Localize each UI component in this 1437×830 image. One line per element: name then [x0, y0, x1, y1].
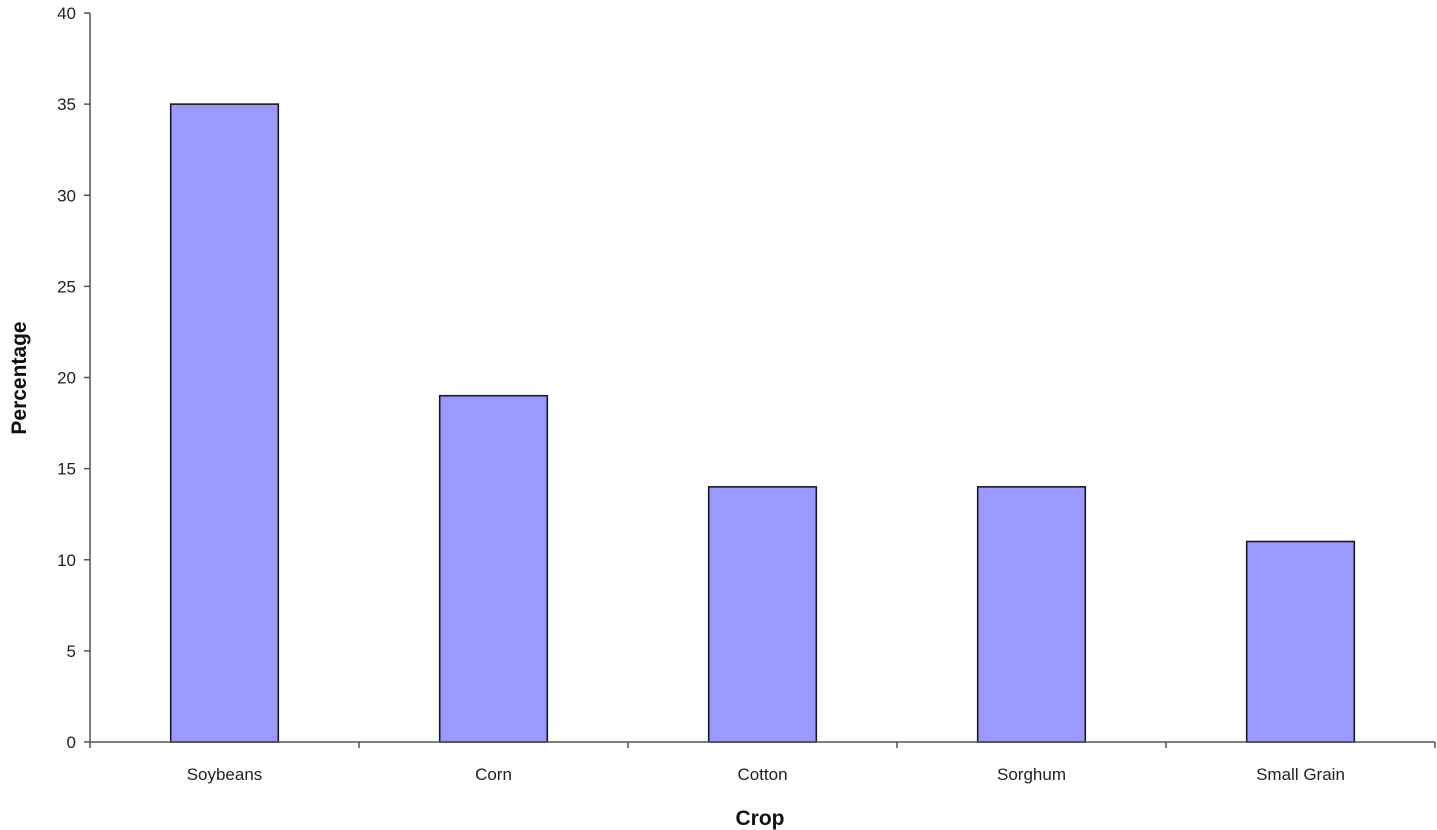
y-tick-label: 5	[67, 642, 76, 661]
bar-corn	[438, 394, 549, 743]
y-axis-ticks: 0 5 10 15 20 25 30 35 40	[57, 4, 90, 752]
bar-soybeans	[169, 103, 280, 743]
bars	[169, 103, 1356, 743]
y-tick-label: 20	[57, 369, 76, 388]
y-tick-label: 10	[57, 551, 76, 570]
y-tick-label: 0	[67, 733, 76, 752]
y-axis-title: Percentage	[8, 321, 31, 434]
x-tick-label: Soybeans	[187, 765, 263, 784]
bar-small-grain	[1245, 540, 1356, 743]
axes	[89, 13, 1435, 743]
y-tick-label: 30	[57, 186, 76, 205]
y-tick-label: 15	[57, 460, 76, 479]
bar-sorghum	[976, 486, 1087, 743]
y-tick-label: 25	[57, 277, 76, 296]
x-tick-label: Small Grain	[1256, 765, 1345, 784]
x-axis-title: Crop	[736, 807, 785, 830]
x-tick-label: Corn	[475, 765, 512, 784]
y-tick-label: 35	[57, 95, 76, 114]
x-tick-label: Sorghum	[997, 765, 1066, 784]
x-tick-label: Cotton	[737, 765, 787, 784]
bar-cotton	[707, 486, 818, 743]
x-axis-ticks: Soybeans Corn Cotton Sorghum Small Grain	[89, 742, 1436, 784]
y-tick-label: 40	[57, 4, 76, 23]
